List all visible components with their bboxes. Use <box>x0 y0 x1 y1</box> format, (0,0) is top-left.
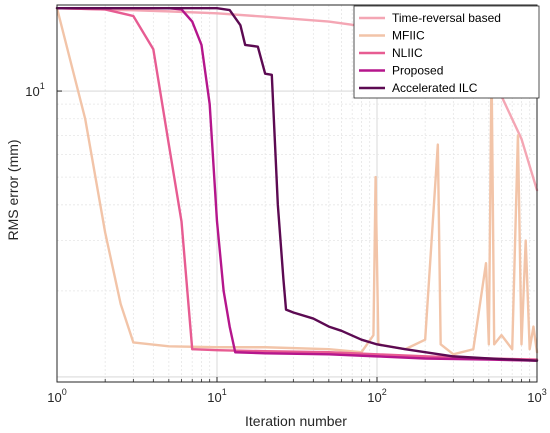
series-line <box>55 6 539 356</box>
plot-frame <box>56 4 538 383</box>
x-axis-label: Iteration number <box>245 413 347 429</box>
legend-label: Proposed <box>392 64 443 78</box>
legend: Time-reversal based MFIIC NLIIC Proposed Acc… <box>353 5 540 99</box>
legend-label: Time-reversal based <box>392 11 501 25</box>
series-line <box>55 6 539 362</box>
legend-items: Time-reversal based MFIIC NLIIC Proposed Acc… <box>359 11 501 95</box>
x-tick-label: 103 <box>527 387 546 405</box>
y-tick-label: 101 <box>25 81 44 99</box>
series-line <box>55 6 539 361</box>
y-axis-label: RMS error (mm) <box>5 139 21 240</box>
x-tick-label: 102 <box>367 387 386 405</box>
ticks: 100 101 102 103 101 <box>25 81 546 405</box>
x-tick-label: 100 <box>47 387 66 405</box>
x-tick-label: 101 <box>207 387 226 405</box>
legend-label: NLIIC <box>392 46 423 60</box>
legend-label: MFIIC <box>392 29 425 43</box>
legend-label: Accelerated ILC <box>392 81 478 95</box>
series-line <box>55 6 539 362</box>
series-line <box>55 6 539 192</box>
series-group <box>55 6 539 362</box>
